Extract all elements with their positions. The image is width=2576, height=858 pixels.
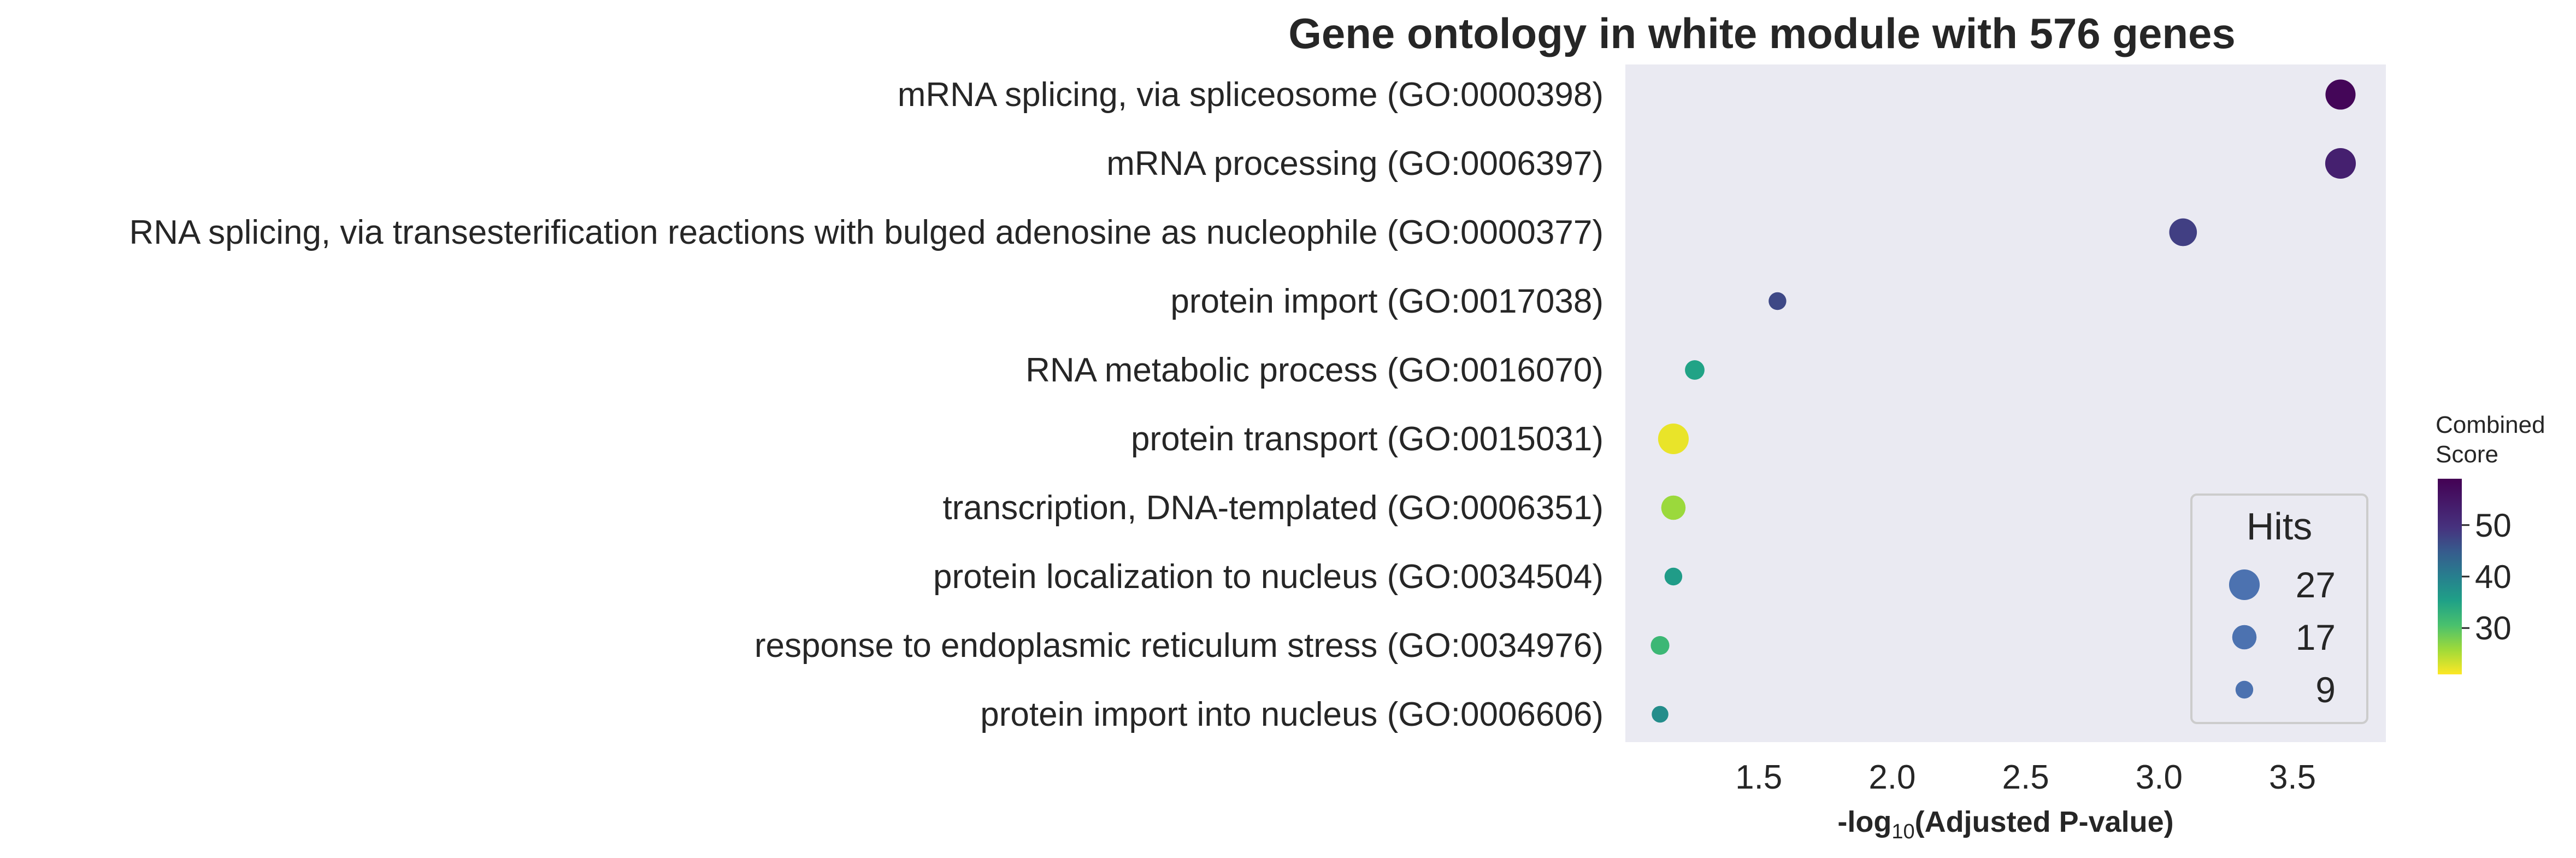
legend-label: 17	[2296, 617, 2336, 657]
data-point	[1652, 706, 1669, 723]
chart-title: Gene ontology in white module with 576 g…	[1288, 9, 2236, 57]
data-point	[1664, 567, 1683, 586]
colorbar: Combined Score 30 40 50	[2436, 412, 2545, 674]
legend-title: Hits	[2247, 505, 2313, 548]
x-axis-ticks: 1.5 2.0 2.5 3.0 3.5	[1735, 759, 2316, 796]
colorbar-tick-label: 30	[2475, 610, 2512, 647]
data-point	[1685, 360, 1705, 380]
category-label: transcription, DNA-templated (GO:0006351…	[942, 489, 1604, 527]
colorbar-tick-label: 50	[2475, 507, 2512, 544]
x-tick-label: 2.5	[2002, 759, 2049, 796]
data-point	[2169, 218, 2197, 246]
category-label: protein localization to nucleus (GO:0034…	[933, 558, 1604, 596]
x-tick-label: 1.5	[1735, 759, 1782, 796]
data-point	[1769, 292, 1787, 310]
data-point	[2325, 79, 2356, 110]
data-points	[1650, 79, 2356, 723]
x-tick-label: 3.5	[2269, 759, 2316, 796]
legend-entries: 27 17 9	[2229, 565, 2336, 710]
category-label: RNA metabolic process (GO:0016070)	[1025, 351, 1604, 389]
category-label: protein import (GO:0017038)	[1170, 283, 1604, 320]
data-point	[1658, 423, 1689, 455]
x-tick-label: 2.0	[1868, 759, 1915, 796]
colorbar-ticks: 30 40 50	[2462, 507, 2512, 647]
x-axis-label-suffix: (Adjusted P-value)	[1915, 806, 2174, 838]
legend-marker	[2229, 569, 2260, 601]
data-point	[1650, 636, 1670, 655]
colorbar-tick-label: 40	[2475, 559, 2512, 595]
category-labels: mRNA splicing, via spliceosome (GO:00003…	[129, 76, 1604, 733]
legend-marker	[2235, 680, 2254, 699]
colorbar-title-line1: Combined	[2436, 412, 2545, 438]
category-label: mRNA splicing, via spliceosome (GO:00003…	[898, 76, 1604, 114]
legend-marker	[2232, 625, 2257, 650]
colorbar-title-line2: Score	[2436, 441, 2498, 468]
category-label: protein import into nucleus (GO:0006606)	[980, 696, 1604, 733]
legend-label: 9	[2315, 669, 2336, 710]
colorbar-gradient	[2438, 479, 2462, 674]
category-label: protein transport (GO:0015031)	[1131, 420, 1604, 458]
category-label: response to endoplasmic reticulum stress…	[754, 627, 1604, 665]
data-point	[1661, 495, 1686, 520]
x-axis-label-subscript: 10	[1891, 820, 1914, 843]
legend-label: 27	[2296, 565, 2336, 605]
category-label: RNA splicing, via transesterification re…	[129, 214, 1604, 251]
legend-frame	[2190, 493, 2368, 724]
x-tick-label: 3.0	[2136, 759, 2183, 796]
category-label: mRNA processing (GO:0006397)	[1106, 145, 1604, 183]
data-point	[2325, 148, 2356, 179]
x-axis-label-prefix: -log	[1837, 806, 1891, 838]
x-axis-label: -log10(Adjusted P-value)	[1837, 806, 2173, 843]
size-legend: Hits 27 17 9	[2190, 493, 2368, 724]
